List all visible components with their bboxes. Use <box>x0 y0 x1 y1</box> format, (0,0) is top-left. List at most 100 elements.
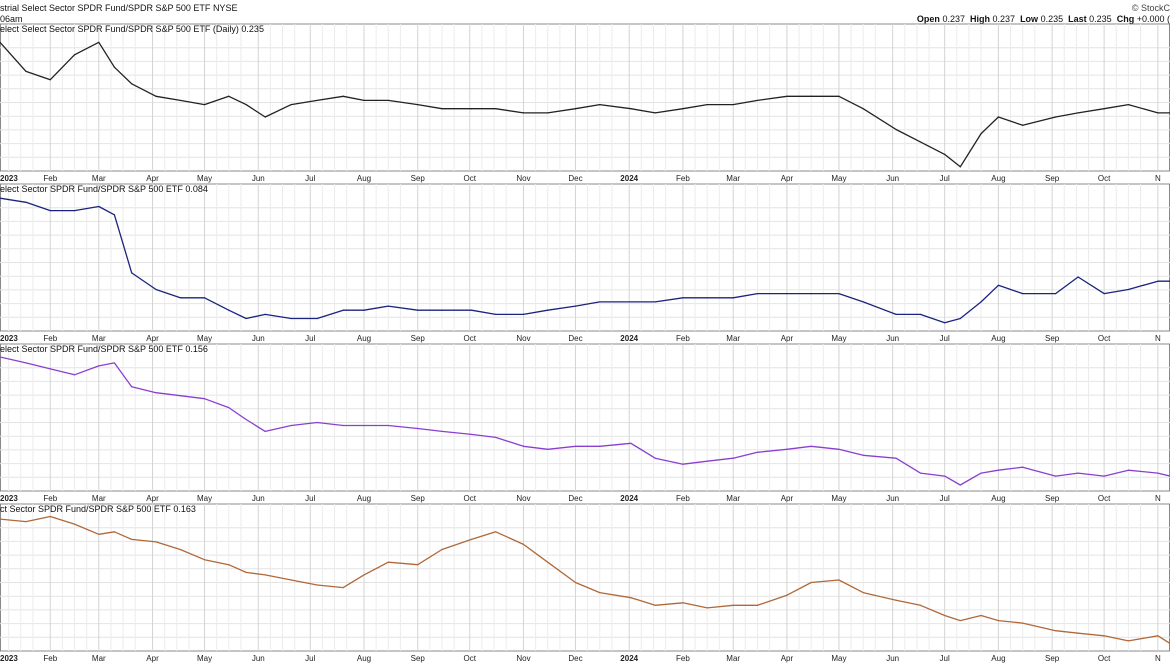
data-point <box>245 103 247 106</box>
data-point <box>786 95 788 97</box>
data-point <box>1103 635 1105 637</box>
data-point <box>290 579 292 581</box>
data-point <box>732 103 734 106</box>
data-point <box>441 430 443 433</box>
x-tick-label: Dec <box>568 334 582 343</box>
data-point <box>944 475 946 477</box>
data-point <box>654 604 656 606</box>
data-point <box>98 533 100 535</box>
data-point <box>959 484 961 486</box>
x-tick-label: Sep <box>1045 654 1060 663</box>
data-point <box>316 421 318 424</box>
data-point <box>179 297 181 299</box>
data-point <box>1157 280 1159 282</box>
data-point <box>131 538 133 540</box>
data-point <box>630 301 632 303</box>
x-tick-label: Feb <box>43 494 57 503</box>
data-point <box>228 95 230 97</box>
data-point <box>203 559 206 561</box>
data-point <box>732 604 734 606</box>
x-tick-label: May <box>197 654 212 663</box>
data-point <box>599 592 601 594</box>
x-tick-label: 2024 <box>620 334 638 343</box>
low-label: Low <box>1020 14 1039 24</box>
data-point <box>342 95 344 97</box>
data-point <box>786 448 788 450</box>
data-point <box>203 297 206 299</box>
x-tick-label: Mar <box>92 654 106 663</box>
x-tick-label: Oct <box>464 334 477 343</box>
data-point <box>25 201 27 203</box>
data-point <box>980 301 982 303</box>
panel-frame <box>0 343 1170 492</box>
chg-value: +0.000 ( <box>1136 14 1170 24</box>
data-point <box>264 430 266 433</box>
x-tick-label: Jul <box>940 174 950 183</box>
panel-frame <box>0 503 1170 652</box>
x-tick-label: Apr <box>781 654 794 663</box>
data-point <box>547 112 549 114</box>
data-point <box>1055 293 1057 295</box>
x-tick-label: Aug <box>991 494 1005 503</box>
x-tick-label: May <box>831 334 846 343</box>
x-tick-label: 2023 <box>0 174 18 183</box>
x-tick-label: Oct <box>1098 174 1111 183</box>
data-point <box>522 313 525 315</box>
data-point <box>441 108 443 110</box>
data-point <box>228 407 230 409</box>
chart-title: strial Select Sector SPDR Fund/SPDR S&P … <box>0 3 211 13</box>
data-point <box>997 619 1000 622</box>
data-point <box>470 538 473 540</box>
x-tick-label: Feb <box>43 334 57 343</box>
data-point <box>49 210 51 212</box>
panel-frame <box>0 23 1170 172</box>
data-point <box>1022 293 1024 295</box>
data-point <box>228 564 230 566</box>
data-point <box>944 153 946 155</box>
data-point <box>862 592 864 594</box>
data-point <box>997 469 1000 471</box>
data-point <box>417 564 419 566</box>
data-point <box>245 571 247 573</box>
data-point <box>1127 640 1129 642</box>
panel-title: ct Sector SPDR Fund/SPDR S&P 500 ETF 0.1… <box>0 504 196 514</box>
x-tick-label: May <box>831 654 846 663</box>
brand-label: © StockC <box>1131 3 1170 13</box>
x-tick-label: Apr <box>146 174 159 183</box>
data-point <box>838 95 840 97</box>
x-tick-label: Feb <box>676 334 690 343</box>
x-tick-label: Aug <box>991 334 1005 343</box>
data-point <box>1127 469 1129 471</box>
x-tick-label: Aug <box>991 654 1005 663</box>
data-point <box>895 457 897 459</box>
data-point <box>1103 475 1105 477</box>
data-point <box>574 108 577 110</box>
data-point <box>599 103 601 106</box>
x-tick-label: Jun <box>886 174 899 183</box>
x-tick-label: May <box>197 494 212 503</box>
x-tick-label: Aug <box>357 334 371 343</box>
data-point <box>810 95 812 97</box>
data-point <box>113 66 115 68</box>
data-point <box>810 293 812 295</box>
data-point <box>1022 622 1024 624</box>
x-tick-label: Apr <box>781 494 794 503</box>
data-point <box>98 41 100 43</box>
data-point <box>682 602 684 604</box>
data-point <box>203 398 206 400</box>
x-tick-label: Feb <box>676 654 690 663</box>
x-tick-label: Feb <box>43 174 57 183</box>
data-point <box>599 445 601 447</box>
data-point <box>547 561 549 563</box>
data-point <box>155 541 157 543</box>
x-tick-label: 2024 <box>620 494 638 503</box>
data-point <box>786 594 788 596</box>
x-tick-label: Jun <box>886 494 899 503</box>
x-tick-label: Jul <box>305 654 315 663</box>
data-point <box>732 457 734 459</box>
chart-panel-1: elect Select Sector SPDR Fund/SPDR S&P 5… <box>0 23 1170 183</box>
x-tick-label: Dec <box>568 654 582 663</box>
data-point <box>387 305 389 307</box>
exchange-label: NYSE <box>212 3 238 13</box>
